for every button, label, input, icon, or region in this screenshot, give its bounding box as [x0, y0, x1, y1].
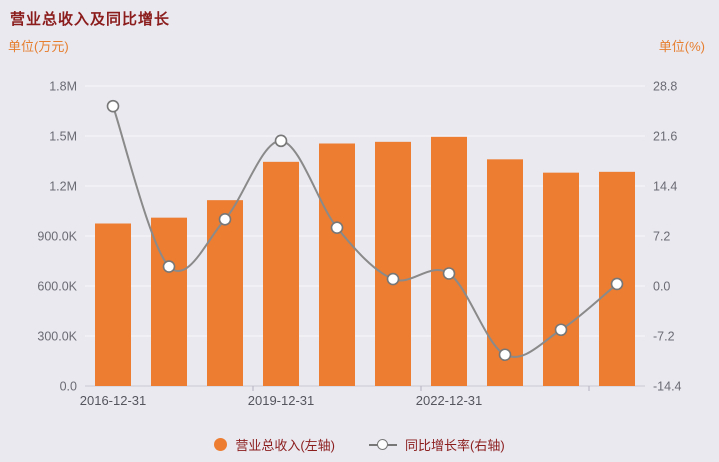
- left-axis-tick-label: 300.0K: [37, 330, 77, 344]
- growth-line-marker: [274, 134, 288, 148]
- legend-label-revenue: 营业总收入(左轴): [235, 438, 335, 453]
- line-series-marker: [369, 438, 397, 451]
- legend-item-revenue[interactable]: 营业总收入(左轴): [214, 435, 335, 454]
- left-axis-tick-label: 1.5M: [49, 130, 77, 144]
- legend-label-growth: 同比增长率(右轴): [405, 438, 505, 453]
- left-axis-tick-label: 600.0K: [37, 280, 77, 294]
- left-axis-unit-label: 单位(万元): [8, 39, 69, 54]
- growth-line-marker: [106, 99, 120, 113]
- legend: 营业总收入(左轴) 同比增长率(右轴): [0, 435, 719, 454]
- right-axis-tick-label: -7.2: [653, 330, 675, 344]
- right-axis-tick-label: 14.4: [653, 180, 677, 194]
- growth-line: [112, 105, 618, 358]
- line-series-marker-circle: [377, 438, 388, 450]
- growth-line-marker: [386, 272, 400, 286]
- growth-line-marker: [442, 267, 456, 280]
- right-axis-tick-label: 7.2: [653, 230, 670, 244]
- plot-area: 0.0 300.0K 600.0K 900.0K 1.2M 1.5M 1.8M -14.4 -7…: [37, 80, 682, 409]
- revenue-bar: [207, 200, 243, 386]
- bar-series-marker: [214, 438, 228, 451]
- growth-line-marker: [162, 260, 176, 273]
- x-axis-tick-label: 2016-12-31: [80, 393, 147, 408]
- chart-title: 营业总收入及同比增长: [10, 11, 171, 28]
- legend-item-growth[interactable]: 同比增长率(右轴): [369, 435, 505, 454]
- left-axis-tick-label: 1.8M: [49, 80, 77, 94]
- right-axis-unit-label: 单位(%): [658, 39, 705, 54]
- x-axis-tick-label: 2019-12-31: [248, 393, 315, 408]
- revenue-bar: [543, 172, 579, 386]
- growth-line-marker: [610, 277, 624, 291]
- revenue-bar: [375, 141, 411, 386]
- revenue-bar: [95, 223, 131, 386]
- revenue-bar: [263, 161, 299, 386]
- revenue-bar: [487, 159, 523, 386]
- right-axis-tick-label: 0.0: [653, 280, 670, 294]
- growth-line-marker: [498, 348, 512, 362]
- revenue-bar: [431, 136, 467, 386]
- left-axis-tick-label: 900.0K: [37, 230, 77, 244]
- growth-line-marker: [218, 213, 232, 226]
- left-axis-tick-label: 0.0: [60, 380, 77, 394]
- growth-line-marker: [554, 323, 568, 337]
- right-axis-tick-label: 28.8: [653, 80, 677, 94]
- growth-line-marker: [330, 221, 344, 234]
- revenue-bar: [319, 143, 355, 386]
- right-axis-tick-label: 21.6: [653, 130, 677, 144]
- left-axis-tick-label: 1.2M: [49, 180, 77, 194]
- right-axis-tick-label: -14.4: [653, 380, 682, 394]
- x-axis-tick-label: 2022-12-31: [416, 393, 483, 408]
